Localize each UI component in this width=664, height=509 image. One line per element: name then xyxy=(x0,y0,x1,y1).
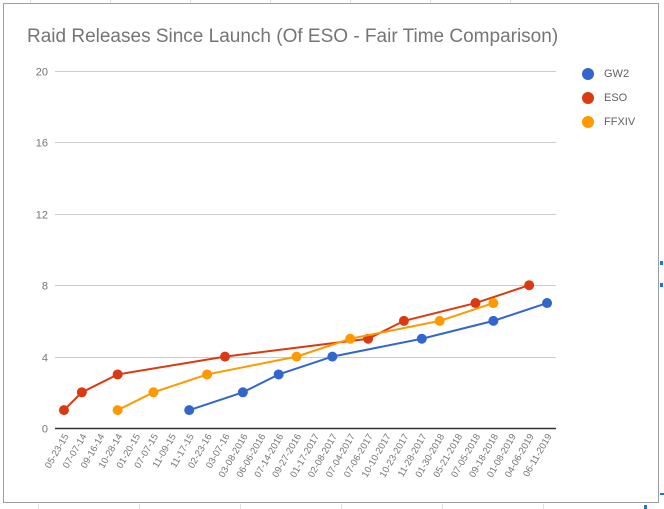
legend-item-eso[interactable]: ESO xyxy=(582,86,635,110)
y-tick-label: 8 xyxy=(42,281,48,293)
data-point xyxy=(112,369,123,380)
data-point xyxy=(398,315,409,326)
y-tick-label: 12 xyxy=(36,210,48,222)
data-point xyxy=(148,387,159,398)
data-point xyxy=(524,280,535,291)
chart-legend: GW2 ESO FFXIV xyxy=(582,62,635,134)
legend-marker-icon xyxy=(582,116,594,128)
chart-title: Raid Releases Since Launch (Of ESO - Fai… xyxy=(27,26,559,47)
data-point xyxy=(202,369,213,380)
data-point xyxy=(488,298,499,309)
resize-handle[interactable] xyxy=(644,505,647,509)
legend-label: FFXIV xyxy=(604,116,636,128)
data-point xyxy=(219,351,230,362)
series-line-eso xyxy=(63,284,530,411)
legend-label: ESO xyxy=(604,92,628,104)
resize-handle[interactable] xyxy=(660,283,663,287)
data-point xyxy=(327,351,338,362)
data-point xyxy=(542,298,553,309)
data-point xyxy=(76,387,87,398)
y-tick-label: 20 xyxy=(36,67,48,79)
data-point xyxy=(237,387,248,398)
resize-handle[interactable] xyxy=(660,261,663,265)
data-point xyxy=(112,405,123,416)
data-point xyxy=(345,333,356,344)
data-point xyxy=(58,405,69,416)
legend-label: GW2 xyxy=(604,68,630,80)
legend-marker-icon xyxy=(582,68,594,80)
legend-item-gw2[interactable]: GW2 xyxy=(582,62,635,86)
legend-marker-icon xyxy=(582,92,594,104)
y-tick-label: 0 xyxy=(42,424,48,436)
data-point xyxy=(291,351,302,362)
chart-container[interactable] xyxy=(3,3,659,503)
data-point xyxy=(273,369,284,380)
data-point xyxy=(488,315,499,326)
y-tick-label: 4 xyxy=(42,353,48,365)
y-tick-label: 16 xyxy=(36,138,48,150)
resize-handle[interactable] xyxy=(660,493,664,495)
data-point xyxy=(470,298,481,309)
data-point xyxy=(416,333,427,344)
data-point xyxy=(184,405,195,416)
data-point xyxy=(434,315,445,326)
legend-item-ffxiv[interactable]: FFXIV xyxy=(582,110,635,134)
